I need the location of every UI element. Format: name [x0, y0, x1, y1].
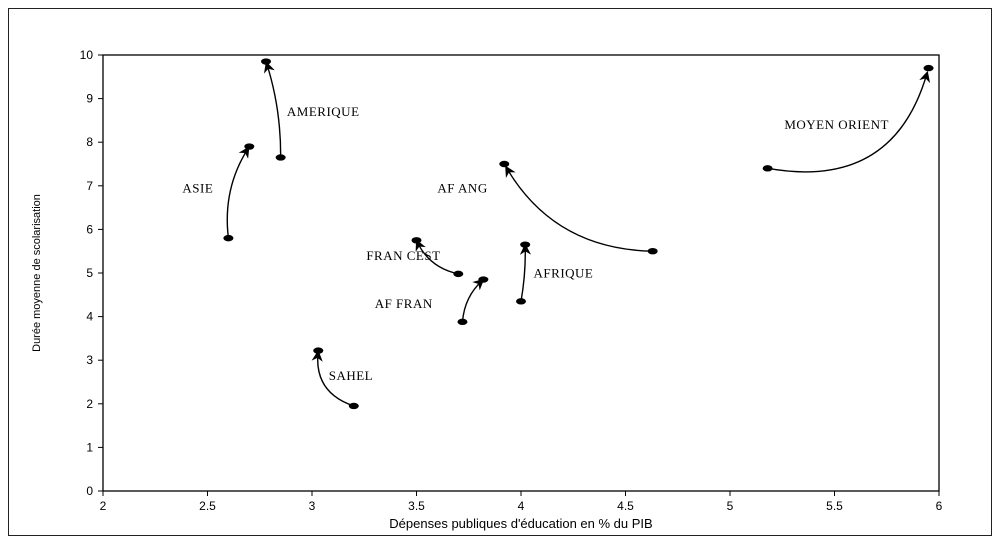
series-moyen-orient: MOYEN ORIENT: [762, 64, 934, 173]
y-tick-label: 6: [86, 222, 93, 236]
end-point: [261, 58, 272, 65]
trend-arrow: [311, 350, 355, 407]
series-af-fran: AF FRAN: [375, 276, 489, 326]
y-tick-label: 5: [86, 266, 93, 280]
trend-arrow: [264, 61, 282, 158]
x-tick-label: 4.5: [617, 499, 634, 513]
end-point: [520, 241, 531, 248]
y-tick-label: 1: [86, 440, 93, 454]
trend-arrow: [519, 243, 532, 302]
y-tick-label: 9: [86, 92, 93, 106]
trend-arrow: [226, 146, 250, 239]
x-tick-label: 2.5: [199, 499, 216, 513]
y-tick-label: 4: [86, 310, 93, 324]
x-tick-label: 2: [100, 499, 107, 513]
trend-arrow: [461, 278, 485, 322]
trend-arrow: [767, 70, 931, 173]
start-point: [762, 165, 773, 172]
end-point: [411, 237, 422, 244]
x-tick-label: 6: [936, 499, 943, 513]
series-af-ang: AF ANG: [437, 160, 658, 255]
x-tick-label: 4: [518, 499, 525, 513]
start-point: [275, 154, 286, 161]
series-asie: ASIE: [182, 143, 255, 242]
start-point: [453, 270, 464, 278]
y-tick-label: 10: [80, 48, 94, 62]
start-point: [647, 248, 658, 255]
chart-frame: [8, 8, 992, 536]
y-tick-label: 2: [86, 397, 93, 411]
series-label: AF ANG: [437, 180, 487, 195]
end-point: [923, 64, 934, 72]
series-label: AFRIQUE: [534, 265, 594, 280]
series-label: MOYEN ORIENT: [784, 117, 889, 132]
y-tick-label: 0: [86, 484, 93, 498]
x-tick-label: 5: [727, 499, 734, 513]
series-label: AMERIQUE: [287, 104, 360, 119]
end-point: [499, 160, 510, 168]
start-point: [457, 318, 468, 326]
end-point: [244, 143, 255, 150]
series-label: ASIE: [182, 180, 213, 195]
y-axis-title: Durée moyenne de scolarisation: [31, 194, 43, 352]
x-axis-title: Dépenses publiques d'éducation en % du P…: [389, 516, 652, 531]
end-point: [313, 347, 324, 354]
x-tick-label: 3.5: [408, 499, 425, 513]
series-label: SAHEL: [329, 368, 373, 383]
series-label: AF FRAN: [375, 296, 433, 311]
series-amerique: AMERIQUE: [261, 58, 360, 161]
x-tick-label: 3: [309, 499, 316, 513]
trend-arrow: [505, 165, 653, 252]
axes: 2 2.5 3 3.5 4 4.5 5 5.5 6 0 1 2 3 4 5 6 7 8 9 10: [80, 48, 943, 513]
series-sahel: SAHEL: [311, 347, 373, 410]
y-tick-label: 7: [86, 179, 93, 193]
series-fran-cest: FRAN CEST: [366, 237, 464, 278]
series-afrique: AFRIQUE: [516, 241, 594, 305]
y-tick-label: 3: [86, 353, 93, 367]
series-label: FRAN CEST: [366, 248, 440, 263]
end-point: [478, 276, 489, 283]
trend-arrow: [415, 239, 459, 275]
start-point: [348, 402, 359, 410]
series-group: AMERIQUE ASIE MOYEN ORIENT AF ANG FRAN CEST A…: [182, 58, 934, 410]
start-point: [223, 234, 234, 242]
start-point: [516, 298, 526, 305]
x-tick-label: 5.5: [826, 499, 843, 513]
y-tick-label: 8: [86, 135, 93, 149]
